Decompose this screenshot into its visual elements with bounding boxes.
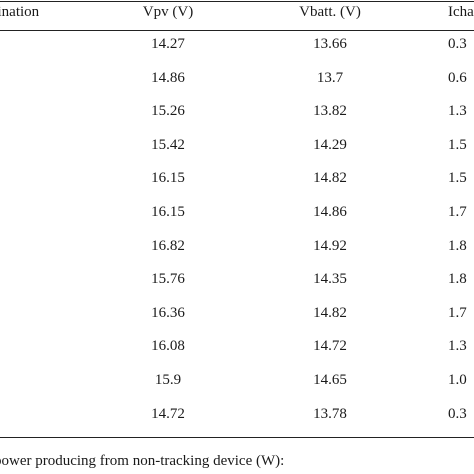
- vbatt-cell: 14.65: [313, 372, 347, 388]
- vpv-cell: 15.26: [151, 103, 185, 120]
- vbatt-cell: 14.35: [313, 271, 347, 288]
- header-icharge: Ichag: [448, 4, 474, 20]
- vpv-cell: 14.72: [151, 405, 185, 422]
- vbatt-cell: 13.82: [313, 103, 347, 120]
- vbatt-cell: 14.29: [313, 136, 347, 153]
- icharge-cell: 1.0: [448, 372, 467, 388]
- table-bottom-rule: [0, 437, 474, 438]
- table-header-rule: [0, 30, 474, 31]
- icharge-cell: 0.3: [448, 405, 467, 422]
- icharge-cell: 1.5: [448, 170, 467, 187]
- vpv-cell: 15.76: [151, 271, 185, 288]
- header-vpv: Vpv (V): [142, 4, 194, 20]
- icharge-cell: 1.3: [448, 103, 467, 120]
- header-illumination: nination: [0, 4, 40, 20]
- icharge-cell: 1.5: [448, 136, 467, 153]
- vbatt-cell: 14.92: [313, 237, 347, 254]
- vbatt-cell: 13.7: [316, 69, 344, 86]
- icharge-cell: 1.8: [448, 271, 467, 288]
- vpv-cell: 14.86: [151, 69, 185, 86]
- icharge-cell: 0.6: [448, 69, 467, 86]
- vpv-cell: 16.36: [151, 304, 185, 321]
- icharge-cell: 1.7: [448, 304, 467, 321]
- table-top-rule: [0, 1, 474, 2]
- vbatt-cell: 13.66: [313, 36, 347, 52]
- icharge-cell: 1.7: [448, 204, 467, 220]
- vbatt-cell: 14.82: [313, 304, 347, 321]
- vbatt-cell: 14.86: [313, 204, 347, 220]
- vbatt-cell: 14.72: [313, 338, 347, 355]
- vbatt-cell: 14.82: [313, 170, 347, 187]
- icharge-cell: 0.3: [448, 36, 467, 52]
- vpv-cell: 15.9: [154, 372, 182, 388]
- header-vbatt: Vbatt. (V): [299, 4, 361, 20]
- vpv-cell: 14.27: [151, 36, 185, 52]
- vpv-cell: 16.15: [151, 204, 185, 220]
- icharge-cell: 1.8: [448, 237, 467, 254]
- vbatt-cell: 13.78: [313, 405, 347, 422]
- caption-text: power producing from non-tracking device…: [0, 453, 285, 469]
- vpv-cell: 15.42: [151, 136, 185, 153]
- vpv-cell: 16.08: [151, 338, 185, 355]
- vpv-cell: 16.82: [151, 237, 185, 254]
- vpv-cell: 16.15: [151, 170, 185, 187]
- icharge-cell: 1.3: [448, 338, 467, 355]
